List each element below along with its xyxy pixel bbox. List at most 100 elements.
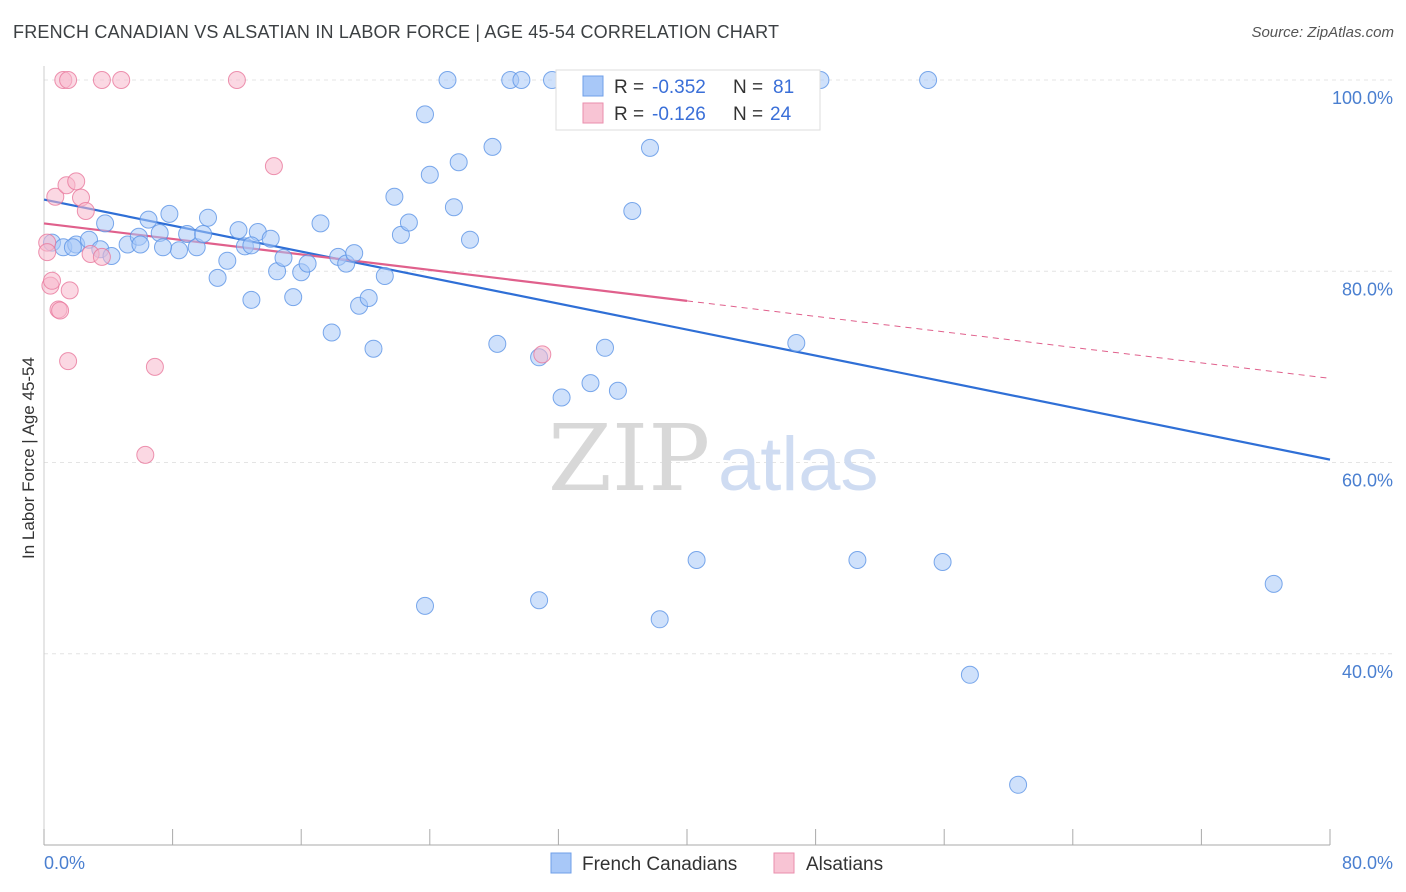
french-canadian-point <box>322 323 341 342</box>
french-canadian-point <box>444 198 463 217</box>
french-canadian-point <box>242 236 261 255</box>
legend-n-label-2: N = <box>733 104 763 125</box>
x-tick-label: 0.0% <box>44 853 85 873</box>
french-canadian-point <box>63 238 82 257</box>
french-canadian-point <box>345 244 364 263</box>
legend: R = -0.352 N = 81 R = -0.126 N = 24 <box>555 69 821 131</box>
y-tick-label: 40.0% <box>1342 662 1393 682</box>
french-canadian-point <box>960 665 979 684</box>
french-canadian-point <box>650 610 669 629</box>
french-canadian-point <box>385 187 404 206</box>
legend-swatch-blue <box>582 75 604 97</box>
bottom-legend: French Canadians Alsatians <box>550 852 883 875</box>
french-canadian-point <box>461 230 479 249</box>
french-canadian-point <box>449 153 468 172</box>
legend-n-value-2: 24 <box>770 104 792 125</box>
alsatian-point <box>59 352 78 371</box>
french-canadian-point <box>416 596 434 615</box>
french-canadian-point <box>1009 775 1028 794</box>
alsatian-point <box>43 271 61 290</box>
bottom-legend-label-1: French Canadians <box>582 854 737 875</box>
french-canadian-point <box>194 225 213 243</box>
alsatian-point <box>38 243 57 262</box>
axes <box>43 66 1331 846</box>
alsatian-point <box>60 281 79 300</box>
alsatian-point <box>227 71 246 89</box>
french-canadian-point <box>488 334 507 353</box>
french-canadian-point <box>139 210 158 229</box>
french-canadian-point <box>96 214 115 233</box>
alsatian-point <box>59 71 78 89</box>
y-axis-title: In Labor Force | Age 45-54 <box>19 357 38 559</box>
french-canadian-point <box>438 71 457 89</box>
french-canadian-point <box>512 71 531 89</box>
french-canadian-point <box>1264 574 1283 593</box>
french-canadian-point <box>261 229 280 248</box>
bottom-legend-swatch-pink <box>773 852 795 874</box>
french-canadian-point <box>581 374 600 393</box>
y-tick-labels: 100.0% 80.0% 60.0% 40.0% <box>1332 88 1393 682</box>
alsatian-point <box>46 187 65 206</box>
french-canadian-point <box>687 551 706 569</box>
french-canadian-point <box>229 221 248 240</box>
alsatian-point <box>76 202 95 220</box>
french-canadian-point <box>298 254 317 273</box>
alsatian-point <box>145 357 164 376</box>
y-tick-label: 60.0% <box>1342 471 1393 491</box>
french-canadian-point <box>483 137 502 156</box>
french-canadian-point <box>199 208 217 227</box>
alsatian-point <box>67 172 86 191</box>
french-canadian-point <box>364 339 383 358</box>
alsatian-point <box>112 71 131 89</box>
alsatian-point <box>92 247 111 266</box>
x-tick-label: 80.0% <box>1342 853 1393 873</box>
alsatian-point <box>51 301 70 320</box>
trendline-alsatians-1 <box>43 222 688 302</box>
y-tick-label: 80.0% <box>1342 279 1393 299</box>
french-canadian-point <box>170 241 188 260</box>
alsatian-point <box>136 445 155 464</box>
french-canadian-point <box>933 553 952 571</box>
alsatian-point <box>533 345 552 364</box>
french-canadian-point <box>131 235 150 254</box>
french-canadian-point <box>420 165 439 184</box>
french-canadian-point <box>274 248 293 267</box>
watermark-atlas: atlas <box>718 422 879 507</box>
legend-r-value-2: -0.126 <box>652 104 706 125</box>
french-canadian-point <box>359 289 378 307</box>
chart-title: FRENCH CANADIAN VS ALSATIAN IN LABOR FOR… <box>13 22 780 42</box>
french-canadian-point <box>608 381 627 400</box>
alsatian-point <box>92 71 111 89</box>
french-canadian-point <box>242 290 261 309</box>
french-canadian-point <box>218 251 237 270</box>
source-label: Source: ZipAtlas.com <box>1251 24 1394 41</box>
legend-r-label-2: R = <box>614 104 644 125</box>
french-canadian-point <box>530 591 549 610</box>
legend-r-value-1: -0.352 <box>652 77 706 98</box>
french-canadian-point <box>311 214 330 233</box>
french-canadian-point <box>208 268 227 287</box>
y-tick-label: 100.0% <box>1332 88 1393 108</box>
watermark-zip: ZIP <box>548 405 710 512</box>
french-canadian-point <box>787 334 806 352</box>
french-canadian-point <box>919 71 938 89</box>
french-canadian-point <box>154 238 172 257</box>
french-canadian-point <box>399 213 418 232</box>
trendline-alsatians-2 <box>686 300 1331 379</box>
french-canadian-point <box>641 138 659 157</box>
french-canadian-point <box>623 202 642 220</box>
french-canadian-point <box>552 388 571 407</box>
x-tick-labels: 0.0% 80.0% <box>44 853 1393 873</box>
french-canadian-point <box>160 204 179 223</box>
legend-n-label-1: N = <box>733 77 763 98</box>
french-canadian-point <box>848 551 867 569</box>
gridlines <box>44 79 1395 655</box>
legend-n-value-1: 81 <box>773 77 794 98</box>
french-canadian-point <box>416 105 434 124</box>
bottom-legend-label-2: Alsatians <box>806 854 883 875</box>
legend-r-label-1: R = <box>614 77 644 98</box>
legend-swatch-pink <box>582 102 604 124</box>
alsatian-point <box>264 157 283 176</box>
watermark: ZIP atlas <box>548 405 879 512</box>
